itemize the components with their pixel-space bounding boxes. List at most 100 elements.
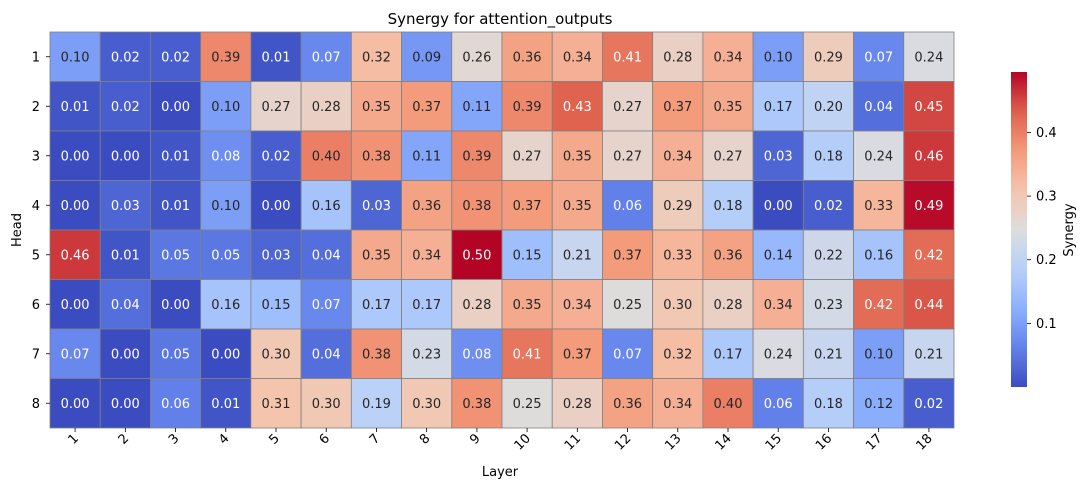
cell-value-label: 0.08 [211, 149, 240, 164]
heatmap-cell [200, 229, 252, 280]
cell-value-label: 0.04 [312, 347, 341, 362]
cell-value-label: 0.11 [412, 149, 441, 164]
cell-value-label: 0.27 [613, 100, 642, 115]
cell-value-label: 0.22 [814, 248, 843, 263]
heatmap-cell [250, 328, 302, 379]
heatmap-cell [752, 130, 804, 181]
cell-value-label: 0.07 [613, 347, 642, 362]
cell-value-label: 0.09 [412, 50, 441, 65]
cell-value-label: 0.38 [362, 149, 391, 164]
cell-value-label: 0.19 [362, 397, 391, 412]
x-tick-label: 6 [317, 431, 333, 447]
x-tick-label: 14 [713, 431, 735, 453]
cell-value-label: 0.00 [111, 347, 140, 362]
cell-value-label: 0.40 [714, 397, 743, 412]
heatmap-cell [501, 328, 553, 379]
heatmap-cell [551, 130, 603, 181]
heatmap-cell [652, 229, 704, 280]
x-tick-label: 12 [612, 431, 634, 453]
cell-value-label: 0.00 [161, 298, 190, 313]
cell-value-label: 0.34 [563, 50, 592, 65]
cell-value-label: 0.37 [513, 199, 542, 214]
cell-value-label: 0.05 [211, 248, 240, 263]
cell-value-label: 0.03 [362, 199, 391, 214]
heatmap-cell [49, 31, 101, 82]
heatmap-cell [451, 378, 503, 429]
heatmap-cell [752, 180, 804, 231]
y-tick-label: 4 [32, 199, 40, 214]
heatmap-cell [99, 378, 151, 429]
cell-value-label: 0.39 [211, 50, 240, 65]
cell-value-label: 0.01 [161, 149, 190, 164]
cell-value-label: 0.12 [864, 397, 893, 412]
colorbar-tick-label: 0.4 [1036, 126, 1057, 141]
cell-value-label: 0.07 [61, 347, 90, 362]
x-tick-label: 11 [562, 431, 584, 453]
cell-value-label: 0.33 [663, 248, 692, 263]
cell-value-label: 0.10 [764, 50, 793, 65]
cell-value-label: 0.01 [161, 199, 190, 214]
heatmap-cell [200, 378, 252, 429]
heatmap-cell [602, 31, 654, 82]
cell-value-label: 0.24 [864, 149, 893, 164]
cell-value-label: 0.34 [412, 248, 441, 263]
cell-value-label: 0.06 [161, 397, 190, 412]
heatmap-cell [451, 81, 503, 132]
heatmap-cell [300, 279, 352, 330]
heatmap-cell [200, 328, 252, 379]
cell-value-label: 0.35 [362, 248, 391, 263]
heatmap-cell [702, 279, 754, 330]
x-tick-label: 18 [913, 431, 935, 453]
cell-value-label: 0.46 [914, 149, 943, 164]
cell-value-label: 0.02 [111, 50, 140, 65]
cell-value-label: 0.32 [362, 50, 391, 65]
cell-value-label: 0.16 [211, 298, 240, 313]
heatmap-cell [300, 229, 352, 280]
heatmap-cell [602, 328, 654, 379]
cell-value-label: 0.50 [462, 248, 491, 263]
cell-value-label: 0.18 [714, 199, 743, 214]
y-tick-label: 5 [32, 248, 40, 263]
cell-value-label: 0.01 [262, 50, 291, 65]
colorbar: 0.1 0.2 0.3 0.4 Synergy [1011, 72, 1077, 387]
y-tick-label: 1 [32, 50, 40, 65]
cell-value-label: 0.20 [814, 100, 843, 115]
cell-value-label: 0.38 [462, 397, 491, 412]
cell-value-label: 0.34 [663, 397, 692, 412]
cell-value-label: 0.27 [714, 149, 743, 164]
heatmap-cell [451, 130, 503, 181]
x-tick-label: 1 [65, 431, 81, 447]
heatmap-cell [250, 180, 302, 231]
heatmap-cell [501, 229, 553, 280]
x-tick-label: 16 [813, 431, 835, 453]
heatmap-cell [99, 81, 151, 132]
cell-value-label: 0.27 [262, 100, 291, 115]
x-tick-label: 15 [763, 431, 785, 453]
heatmap-cell [49, 279, 101, 330]
heatmap-cell [250, 229, 302, 280]
cell-value-label: 0.30 [262, 347, 291, 362]
cell-value-label: 0.14 [764, 248, 793, 263]
heatmap-cell [401, 279, 453, 330]
heatmap-cell [602, 229, 654, 280]
heatmap-cell [652, 130, 704, 181]
heatmap-cell [752, 229, 804, 280]
cell-value-label: 0.39 [462, 149, 491, 164]
heatmap-cell [150, 229, 202, 280]
heatmap-cell [501, 81, 553, 132]
cell-value-label: 0.35 [563, 149, 592, 164]
cell-value-label: 0.23 [814, 298, 843, 313]
cell-value-label: 0.10 [211, 199, 240, 214]
cell-value-label: 0.37 [412, 100, 441, 115]
heatmap-cell [752, 279, 804, 330]
cell-value-label: 0.03 [764, 149, 793, 164]
heatmap-cell [903, 229, 955, 280]
cell-value-label: 0.00 [262, 199, 291, 214]
heatmap-cell [49, 378, 101, 429]
cell-value-label: 0.27 [513, 149, 542, 164]
colorbar-ticks: 0.1 0.2 0.3 0.4 [1027, 126, 1057, 332]
cell-value-label: 0.02 [814, 199, 843, 214]
x-tick-label: 17 [863, 431, 885, 453]
heatmap-cell [300, 130, 352, 181]
cell-value-label: 0.25 [513, 397, 542, 412]
